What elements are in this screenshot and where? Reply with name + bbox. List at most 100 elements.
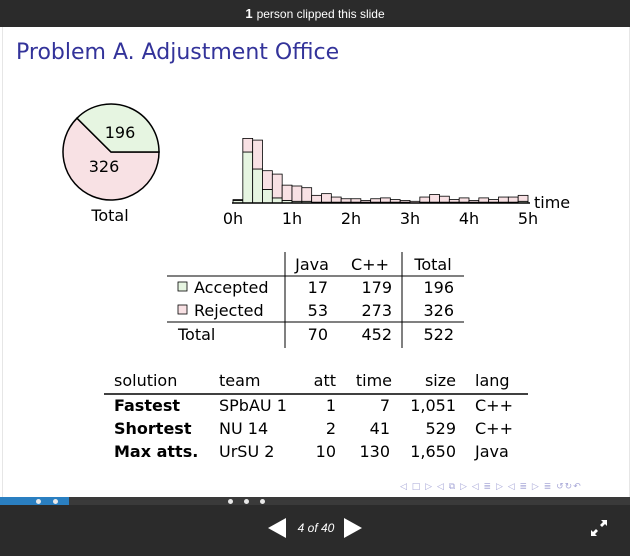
- summary-cell: 326: [423, 301, 454, 320]
- solutions-cell: UrSU 2: [219, 442, 274, 461]
- histogram-bar-rejected: [340, 198, 352, 203]
- histogram-bar-rejected: [498, 196, 509, 203]
- histogram-bar-rejected: [419, 196, 431, 203]
- histogram-bar-rejected: [399, 200, 411, 203]
- histogram-tick-label: 5h: [518, 209, 538, 228]
- histogram-bar-rejected: [507, 196, 519, 203]
- summary-header-java: Java: [294, 255, 329, 274]
- solutions-header: size: [425, 371, 456, 390]
- histogram-tick-label: 2h: [341, 209, 361, 228]
- histogram-bar-rejected: [311, 194, 322, 203]
- legend-swatch-rejected: [177, 304, 188, 315]
- solutions-cell: Java: [474, 442, 509, 461]
- histogram-bar-rejected: [488, 199, 499, 203]
- pie-chart: 196 326 Total: [62, 103, 160, 225]
- player-controls: [0, 505, 630, 556]
- slide-content: 196 326 Total time 0h 1h 2h 3h 4h 5h Java C++…: [62, 103, 570, 461]
- solutions-cell: Fastest: [114, 396, 180, 415]
- beamer-navigation-symbols[interactable]: ◁ □ ▷ ◁ ⧉ ▷ ◁ ≣ ▷ ◁ ≣ ▷ ≣ ↺↻↶: [400, 482, 582, 492]
- progress-track[interactable]: [0, 497, 630, 505]
- solutions-cell: NU 14: [219, 419, 268, 438]
- slide-counter: 4 of 40: [297, 521, 335, 535]
- summary-row-accepted-label: Accepted: [194, 278, 269, 297]
- solutions-header: att: [314, 371, 336, 390]
- solutions-header: team: [219, 371, 261, 390]
- solutions-cell: 1,650: [410, 442, 456, 461]
- summary-header-total: Total: [413, 255, 451, 274]
- summary-cell: 522: [423, 325, 454, 344]
- histogram-bar-rejected: [252, 139, 263, 170]
- section-dot[interactable]: [228, 499, 233, 504]
- histogram-bar-rejected: [271, 173, 283, 199]
- histogram-bar-rejected: [517, 194, 529, 202]
- summary-table: Java C++ Total Accepted 17 179 196 Rejec…: [167, 252, 464, 348]
- histogram-tick-label: 1h: [282, 209, 302, 228]
- histogram-bar-accepted: [252, 168, 263, 204]
- section-dot[interactable]: [260, 499, 265, 504]
- histogram-tick-label: 3h: [400, 209, 420, 228]
- histogram-bar-rejected: [478, 197, 490, 203]
- pie-slice-rejected: [62, 117, 160, 201]
- histogram-bar-rejected: [330, 196, 342, 203]
- histogram-bar-rejected: [380, 197, 391, 203]
- solutions-cell: Max atts.: [114, 442, 198, 461]
- clip-count: 1: [245, 6, 253, 21]
- solutions-cell: 1,051: [410, 396, 456, 415]
- solutions-header: time: [356, 371, 392, 390]
- progress-fill: [0, 497, 70, 505]
- histogram-bar-rejected: [448, 199, 460, 203]
- solutions-cell: 7: [380, 396, 390, 415]
- histogram-bar-accepted: [271, 197, 283, 204]
- slide-title: Problem A. Adjustment Office: [16, 40, 340, 65]
- next-slide-button[interactable]: [344, 518, 362, 538]
- histogram-bar-rejected: [281, 184, 293, 201]
- histogram-bar-rejected: [360, 200, 372, 203]
- solutions-cell: SPbAU 1: [219, 396, 287, 415]
- solutions-cell: 2: [326, 419, 336, 438]
- histogram-bar-rejected: [350, 198, 362, 203]
- pie-total-label: Total: [90, 206, 128, 225]
- summary-cell: 196: [423, 278, 454, 297]
- clip-count-bar: 1 person clipped this slide: [0, 0, 630, 27]
- histogram-axis-label: time: [534, 193, 570, 212]
- solutions-cell: Shortest: [114, 419, 192, 438]
- histogram-tick-label: 0h: [223, 209, 243, 228]
- summary-cell: 17: [308, 278, 328, 297]
- legend-swatch-accepted: [177, 281, 188, 292]
- histogram-bar-rejected: [458, 197, 470, 203]
- solutions-cell: 529: [425, 419, 456, 438]
- pie-rejected-label: 326: [89, 157, 120, 176]
- histogram-bar-rejected: [429, 194, 440, 203]
- previous-slide-button[interactable]: [268, 518, 286, 538]
- histogram-bars: [232, 137, 529, 204]
- summary-cell: 53: [308, 301, 328, 320]
- histogram-bar-rejected: [321, 193, 332, 203]
- histogram-bar-rejected: [291, 185, 303, 202]
- histogram-bar-rejected: [389, 199, 401, 203]
- summary-header-cpp: C++: [351, 255, 389, 274]
- histogram-bar-accepted: [262, 188, 273, 204]
- solutions-cell: C++: [475, 419, 513, 438]
- summary-cell: 179: [361, 278, 392, 297]
- fullscreen-icon[interactable]: [590, 519, 608, 537]
- histogram-ticks: 0h 1h 2h 3h 4h 5h: [223, 209, 538, 228]
- solutions-header: solution: [114, 371, 177, 390]
- histogram-tick-label: 4h: [459, 209, 479, 228]
- clip-count-text: person clipped this slide: [256, 6, 385, 21]
- histogram-chart: time 0h 1h 2h 3h 4h 5h: [223, 137, 570, 228]
- pie-accepted-label: 196: [105, 123, 136, 142]
- section-dot[interactable]: [53, 499, 58, 504]
- histogram-bar-accepted: [242, 151, 254, 204]
- solutions-cell: C++: [475, 396, 513, 415]
- summary-cell: 70: [308, 325, 328, 344]
- summary-row-total-label: Total: [177, 325, 215, 344]
- section-dot[interactable]: [244, 499, 249, 504]
- solutions-cell: 10: [316, 442, 336, 461]
- solutions-cell: 1: [326, 396, 336, 415]
- summary-cell: 273: [361, 301, 392, 320]
- histogram-bar-rejected: [439, 195, 450, 203]
- section-dot[interactable]: [36, 499, 41, 504]
- histogram-bar-rejected: [242, 137, 254, 153]
- pie-slice-accepted: [75, 103, 160, 153]
- histogram-bar-rejected: [262, 170, 273, 190]
